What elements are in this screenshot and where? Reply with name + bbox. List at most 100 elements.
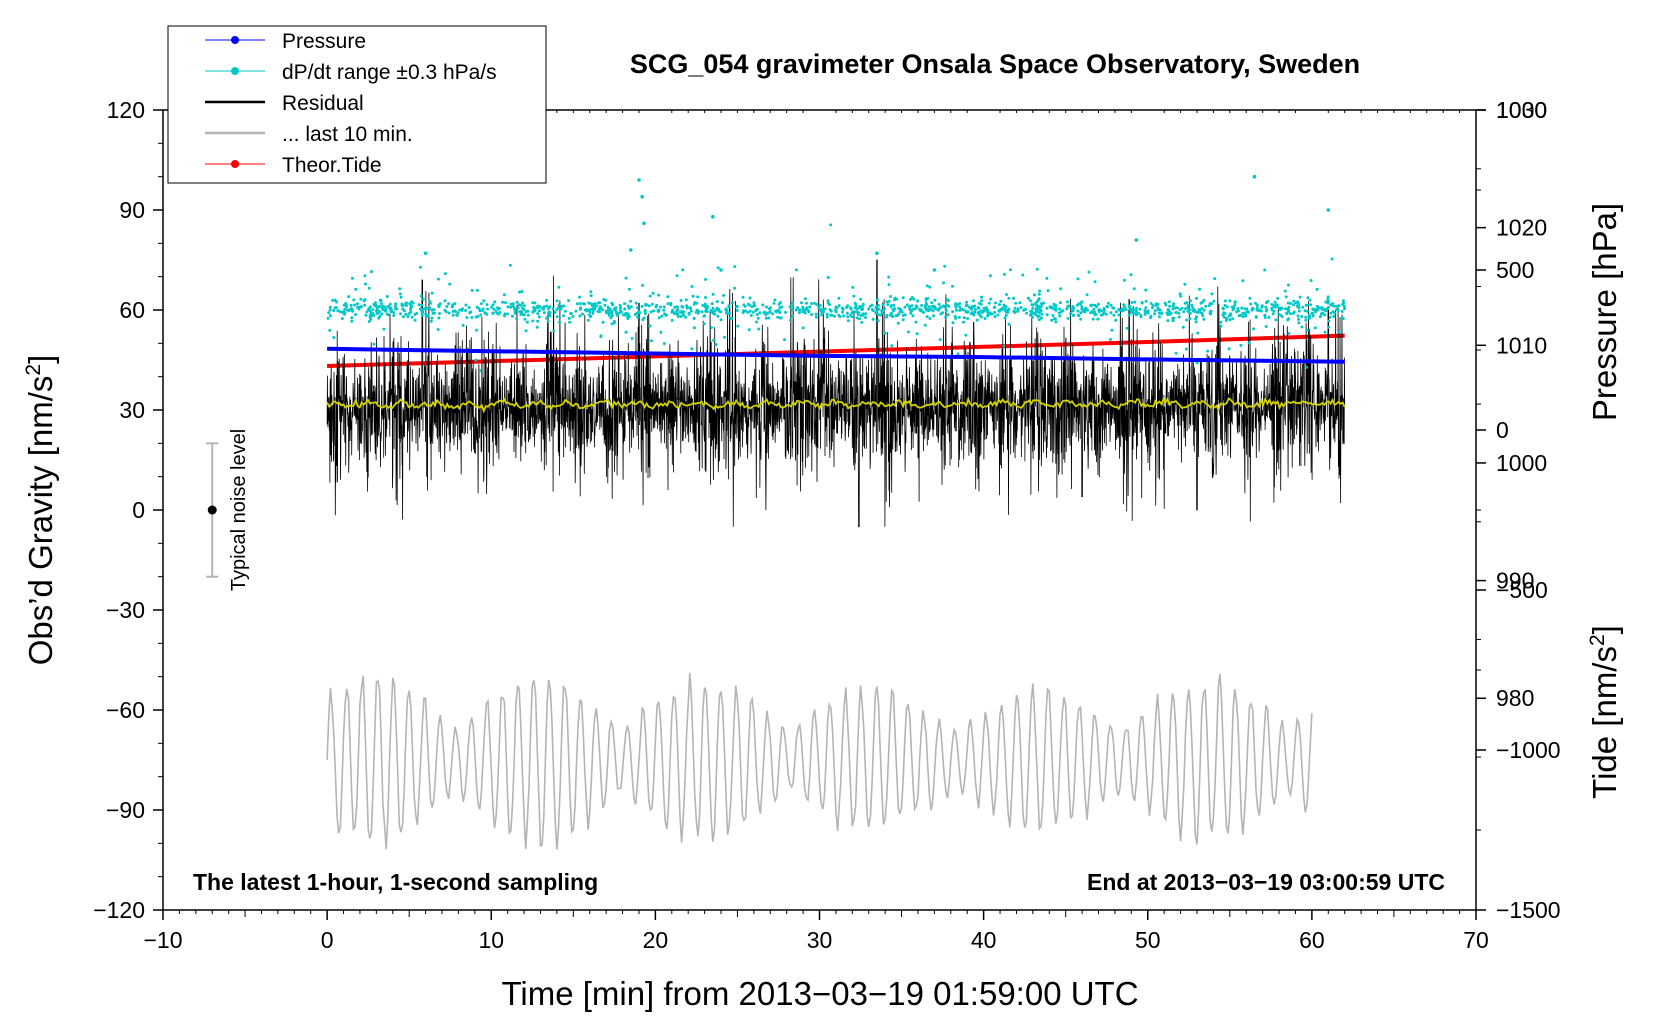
dpdt-point <box>521 301 525 305</box>
dpdt-point <box>1198 287 1201 291</box>
dpdt-point <box>1284 307 1287 311</box>
legend: Pressure dP/dt range ±0.3 hPa/s Residual… <box>167 25 547 184</box>
dpdt-point <box>876 313 880 316</box>
dpdt-point <box>1301 305 1305 309</box>
dpdt-point <box>643 309 647 313</box>
dpdt-point <box>1239 343 1243 347</box>
dpdt-point <box>1174 306 1177 310</box>
dpdt-point <box>1185 301 1189 305</box>
dpdt-point <box>491 311 495 315</box>
dpdt-point <box>1304 315 1308 319</box>
dpdt-point <box>1001 306 1005 310</box>
dpdt-point <box>868 304 872 308</box>
dpdt-point <box>1153 312 1156 316</box>
dpdt-point <box>1241 315 1245 318</box>
dpdt-point <box>1311 314 1315 318</box>
dpdt-point <box>794 308 798 312</box>
dpdt-point <box>973 308 977 311</box>
dpdt-point <box>534 306 538 310</box>
dpdt-point <box>593 302 597 306</box>
dpdt-point <box>1286 318 1290 322</box>
dpdt-point <box>617 311 621 315</box>
dpdt-point <box>684 298 688 302</box>
dpdt-point <box>966 317 970 320</box>
dpdt-point <box>1292 303 1296 307</box>
dpdt-point <box>537 315 541 319</box>
dpdt-point <box>1273 300 1277 304</box>
series-smooth-line <box>326 396 1346 414</box>
dpdt-point <box>496 307 500 311</box>
y-tick-label: −60 <box>106 697 145 723</box>
dpdt-point <box>676 314 680 318</box>
dpdt-point <box>560 304 564 308</box>
dpdt-point <box>640 304 644 308</box>
dpdt-point <box>1247 341 1251 345</box>
dpdt-point <box>392 314 396 318</box>
dpdt-point <box>359 297 363 301</box>
dpdt-point <box>455 313 459 317</box>
dpdt-point <box>890 344 894 348</box>
dpdt-outlier-point <box>423 251 428 256</box>
dpdt-point <box>629 305 633 309</box>
dpdt-point <box>1199 311 1203 315</box>
dpdt-point <box>1144 299 1148 303</box>
y3-tick-label: −500 <box>1496 577 1548 603</box>
dpdt-point <box>578 314 582 318</box>
dpdt-point <box>1059 287 1063 291</box>
y3-tick-label: −1000 <box>1496 737 1561 763</box>
dpdt-point <box>326 316 330 320</box>
series-dpdt-points <box>326 174 1347 373</box>
dpdt-point <box>829 223 833 227</box>
y-axis-title-main: Obs’d Gravity [nm/s <box>22 376 59 666</box>
dpdt-point <box>619 306 623 310</box>
dpdt-point <box>998 303 1001 307</box>
x-axis-title: Time [min] from 2013−03−19 01:59:00 UTC <box>501 975 1138 1012</box>
y-tick-label: 90 <box>119 197 145 223</box>
dpdt-point <box>687 312 691 316</box>
dpdt-point <box>1177 315 1181 319</box>
dpdt-point <box>808 305 812 309</box>
dpdt-point <box>1244 313 1248 317</box>
dpdt-point <box>654 305 658 309</box>
dpdt-point <box>1223 303 1227 307</box>
dpdt-point <box>370 270 373 274</box>
dpdt-point <box>858 317 861 321</box>
dpdt-point <box>1223 299 1227 303</box>
dpdt-point <box>700 310 704 314</box>
dpdt-point <box>596 310 600 313</box>
dpdt-point <box>1287 305 1291 309</box>
dpdt-point <box>468 311 472 315</box>
dpdt-point <box>886 303 890 307</box>
dpdt-point <box>443 272 447 276</box>
dpdt-point <box>1144 288 1148 292</box>
dpdt-point <box>692 302 696 306</box>
dpdt-point <box>364 313 368 317</box>
dpdt-point <box>1040 312 1044 316</box>
dpdt-point <box>768 310 772 314</box>
dpdt-outlier-point <box>637 178 641 182</box>
dpdt-point <box>684 315 688 319</box>
dpdt-point <box>624 276 628 280</box>
dpdt-point <box>508 263 512 267</box>
dpdt-point <box>410 300 414 304</box>
dpdt-point <box>1040 302 1043 306</box>
dpdt-point <box>515 317 519 321</box>
dpdt-point <box>1133 300 1137 304</box>
dpdt-point <box>719 318 723 322</box>
dpdt-point <box>1264 305 1268 309</box>
dpdt-point <box>1264 325 1268 328</box>
dpdt-point <box>1240 306 1244 310</box>
dpdt-point <box>1030 303 1034 307</box>
dpdt-point <box>1076 277 1080 281</box>
dpdt-point <box>1092 307 1096 311</box>
dpdt-point <box>794 268 798 272</box>
dpdt-point <box>1342 299 1345 303</box>
dpdt-point <box>825 312 829 316</box>
dpdt-point <box>829 309 833 313</box>
dpdt-point <box>367 306 371 310</box>
dpdt-point <box>603 303 607 307</box>
dpdt-point <box>1294 301 1298 305</box>
dpdt-point <box>1310 311 1314 315</box>
dpdt-point <box>578 295 581 299</box>
dpdt-point <box>911 314 915 318</box>
